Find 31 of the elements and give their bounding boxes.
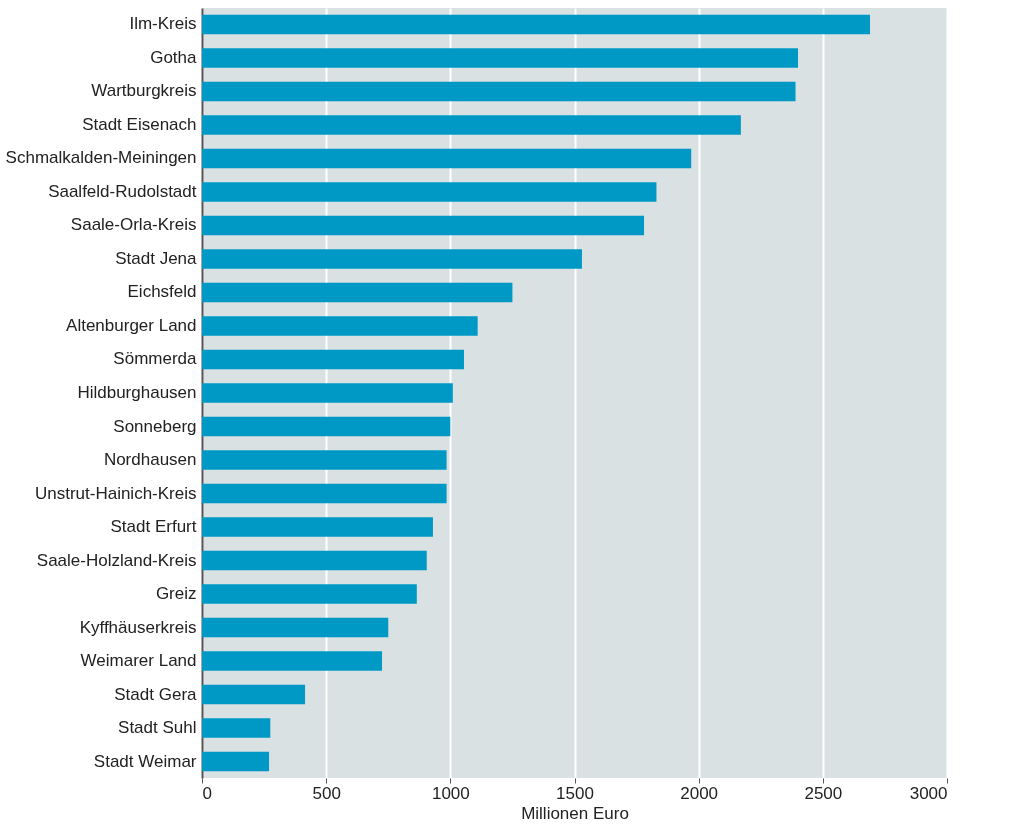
y-tick-label: Stadt Weimar	[93, 751, 197, 771]
y-tick-label: Stadt Eisenach	[82, 114, 197, 134]
y-tick-label: Eichsfeld	[127, 282, 197, 302]
x-tick-label: 500	[312, 783, 341, 803]
y-tick-label: Nordhausen	[103, 450, 197, 470]
y-tick-label: Saale-Holzland-Kreis	[36, 550, 197, 570]
y-tick-label: Saalfeld-Rudolstadt	[48, 181, 197, 201]
y-tick-label: Schmalkalden-Meiningen	[5, 148, 197, 168]
x-tick-label: 3000	[909, 783, 948, 803]
y-tick-label: Ilm-Kreis	[129, 14, 197, 34]
x-tick-label: 2500	[804, 783, 843, 803]
y-tick-label: Gotha	[150, 47, 198, 67]
y-tick-label: Stadt Suhl	[118, 718, 197, 738]
x-axis-title: Millionen Euro	[521, 803, 629, 823]
y-tick-label: Sömmerda	[113, 349, 198, 369]
y-tick-label: Hildburghausen	[77, 383, 197, 402]
y-tick-label: Stadt Gera	[114, 684, 198, 704]
y-tick-label: Weimarer Land	[80, 651, 197, 671]
y-tick-label: Wartburgkreis	[91, 81, 197, 101]
y-tick-label: Unstrut-Hainich-Kreis	[34, 483, 197, 503]
y-tick-label: Stadt Erfurt	[110, 517, 197, 537]
x-tick-label: 2000	[680, 783, 719, 803]
y-tick-label: Sonneberg	[113, 416, 197, 436]
y-tick-label: Kyffhäuserkreis	[79, 617, 197, 637]
x-tick-label: 1500	[556, 783, 594, 803]
y-tick-label: Altenburger Land	[66, 315, 197, 335]
y-tick-label: Stadt Jena	[115, 248, 198, 268]
x-tick-label: 0	[202, 783, 212, 803]
x-tick-label: 1000	[431, 783, 470, 803]
y-tick-label: Saale-Orla-Kreis	[70, 215, 197, 235]
y-tick-label: Greiz	[155, 584, 197, 604]
